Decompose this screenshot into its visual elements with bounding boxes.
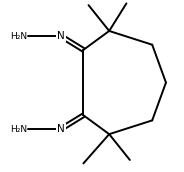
Text: H₂N: H₂N: [10, 125, 27, 133]
Text: H₂N: H₂N: [10, 32, 27, 41]
Text: N: N: [57, 31, 65, 41]
Text: N: N: [57, 124, 65, 134]
